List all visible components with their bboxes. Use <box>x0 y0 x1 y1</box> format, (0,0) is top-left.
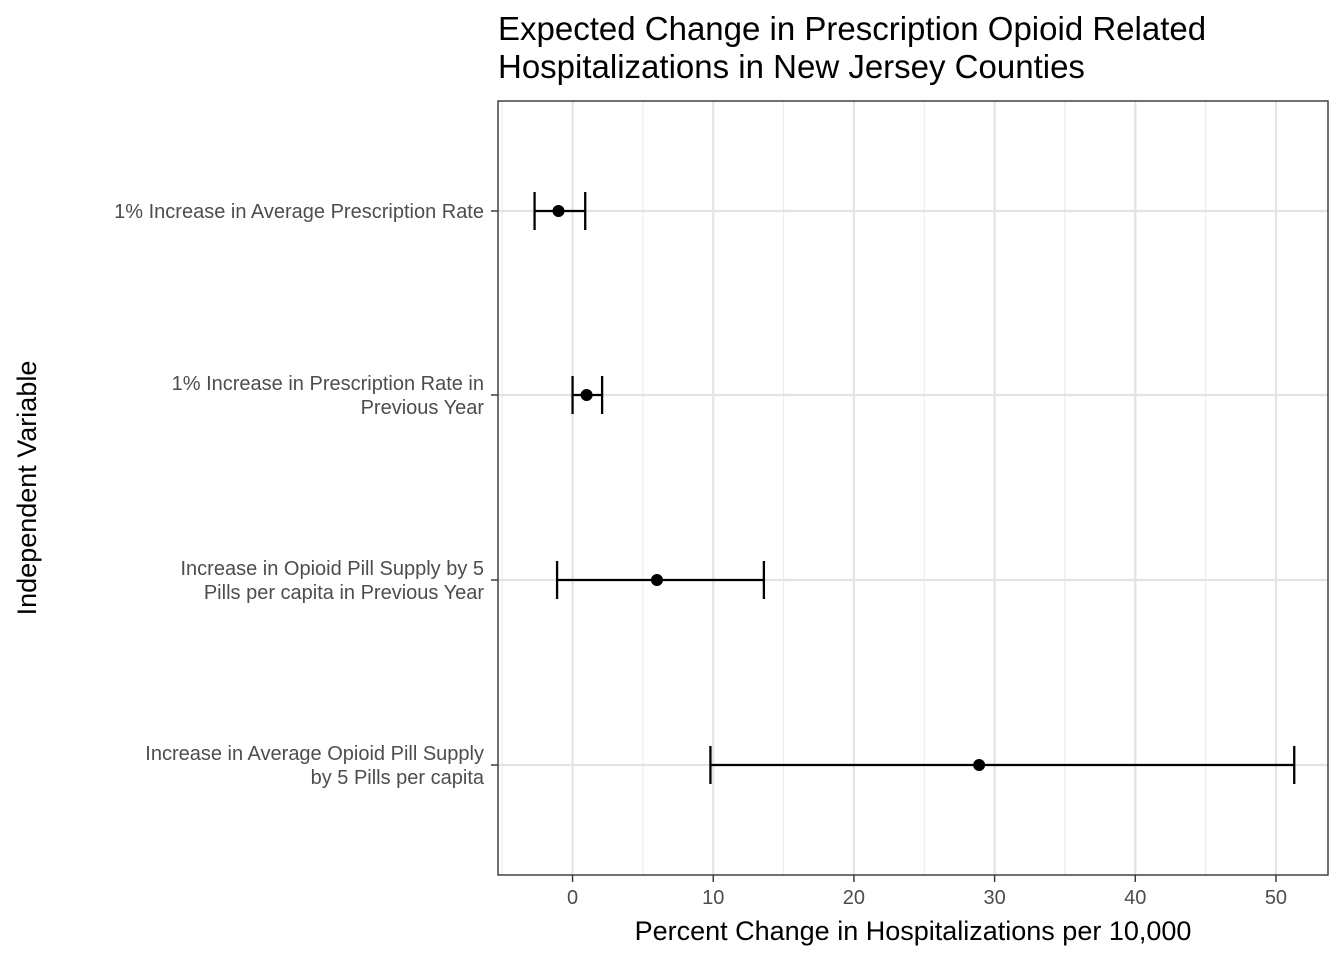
x-tick-label: 20 <box>843 887 865 909</box>
y-category-label: 1% Increase in Average Prescription Rate <box>114 201 484 223</box>
y-axis-title: Independent Variable <box>12 361 42 616</box>
y-category-label: 1% Increase in Prescription Rate in <box>172 373 484 395</box>
y-category-label: Increase in Average Opioid Pill Supply <box>145 743 484 765</box>
x-axis-title: Percent Change in Hospitalizations per 1… <box>635 916 1192 946</box>
major-gridlines <box>498 101 1328 875</box>
x-tick-label: 0 <box>567 887 578 909</box>
chart-title-line-1: Expected Change in Prescription Opioid R… <box>498 10 1206 47</box>
y-category-label: Increase in Opioid Pill Supply by 5 <box>181 558 485 580</box>
point-estimate <box>580 389 593 401</box>
y-axis: 1% Increase in Average Prescription Rate… <box>114 201 498 789</box>
plot-panel-border <box>497 100 1329 876</box>
plot-panel-background <box>498 101 1328 875</box>
x-tick-label: 30 <box>983 887 1005 909</box>
point-estimate <box>973 759 986 771</box>
x-tick-label: 40 <box>1124 887 1146 909</box>
y-category-label: by 5 Pills per capita <box>311 767 485 789</box>
point-estimate <box>552 205 565 217</box>
y-category-label: Pills per capita in Previous Year <box>204 582 484 604</box>
x-axis: 0 10 20 30 40 50 <box>567 875 1287 909</box>
point-estimate <box>650 574 663 586</box>
x-tick-label: 50 <box>1265 887 1287 909</box>
minor-gridlines <box>501 101 1207 875</box>
data-marks <box>533 192 1296 784</box>
chart-title-line-2: Hospitalizations in New Jersey Counties <box>498 48 1085 85</box>
x-tick-label: 10 <box>702 887 724 909</box>
y-category-label: Previous Year <box>361 397 485 419</box>
